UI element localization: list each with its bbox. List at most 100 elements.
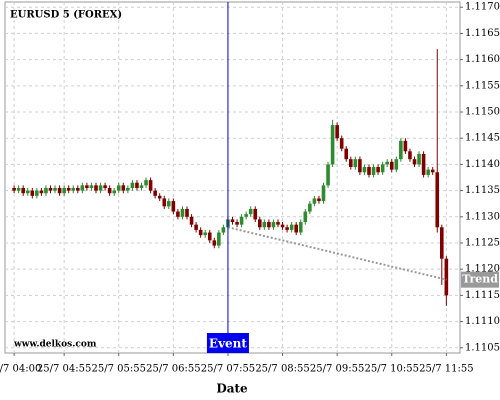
candle-body <box>16 187 21 191</box>
candle-body <box>417 153 421 165</box>
candle-body <box>303 211 308 223</box>
candle-body <box>144 180 148 186</box>
candle-body <box>326 164 330 186</box>
trend-label-box <box>461 271 499 288</box>
candle-body <box>48 187 53 191</box>
y-tick-label: 1.1155 <box>465 80 500 91</box>
candle-body <box>39 190 44 194</box>
candle-body <box>253 208 258 220</box>
candle-body <box>107 187 112 194</box>
candle-body <box>207 232 212 241</box>
candle-body <box>21 187 25 194</box>
x-tick-label: 25/7 05:55 <box>92 364 146 375</box>
candle-body <box>349 159 353 168</box>
candle-body <box>344 148 349 160</box>
candle-body <box>321 185 326 202</box>
y-tick-label: 1.1120 <box>465 264 500 275</box>
watermark: www.delkos.com <box>13 340 97 350</box>
y-tick-label: 1.1165 <box>465 28 500 39</box>
candle-body <box>212 240 217 246</box>
x-tick-label: 25/7 10:55 <box>365 364 419 375</box>
candle-body <box>44 187 48 194</box>
chart-title: EURUSD 5 (FOREX) <box>10 10 122 21</box>
event-label: Event <box>209 337 247 351</box>
candle-body <box>421 153 426 175</box>
candle-body <box>335 125 339 139</box>
candle-body <box>408 151 412 160</box>
y-tick-label: 1.1115 <box>465 290 500 301</box>
candle-body <box>35 190 39 196</box>
candle-body <box>376 167 380 173</box>
y-tick-label: 1.1145 <box>465 133 500 144</box>
candle-body <box>153 190 157 196</box>
candle-body <box>394 159 399 170</box>
candle-body <box>289 224 294 230</box>
candle-body <box>298 222 303 233</box>
candle-body <box>62 187 66 194</box>
grid <box>5 2 460 353</box>
candle-body <box>444 258 449 296</box>
candle-body <box>189 216 194 225</box>
y-tick-label: 1.1105 <box>465 342 500 353</box>
candle-body <box>198 229 203 236</box>
candle-body <box>194 224 198 230</box>
trend-label: Trend <box>462 273 498 286</box>
candle-body <box>267 222 271 228</box>
candle-body <box>308 203 312 212</box>
candle-body <box>30 190 35 196</box>
candle-body <box>76 187 80 191</box>
candle-body <box>380 164 385 173</box>
y-tick-label: 1.1110 <box>465 316 500 327</box>
candles <box>12 49 449 306</box>
y-tick-label: 1.1140 <box>465 159 500 170</box>
candle-body <box>317 198 321 202</box>
trend-line <box>227 226 447 281</box>
candle-body <box>103 185 107 188</box>
candle-body <box>239 216 244 225</box>
candle-body <box>53 187 57 191</box>
x-tick-label: 25/7 09:55 <box>310 364 364 375</box>
candle-body <box>66 187 71 191</box>
candle-body <box>185 208 189 217</box>
candle-body <box>271 222 276 228</box>
candle-body <box>180 208 185 217</box>
candle-body <box>176 211 180 217</box>
candle-body <box>25 190 30 194</box>
candle-body <box>412 159 417 165</box>
x-tick-label: 25/7 07:55 <box>201 364 255 375</box>
candle-body <box>358 159 362 173</box>
candle-body <box>403 140 408 152</box>
candle-body <box>139 185 144 188</box>
candle-body <box>294 224 298 233</box>
candle-body <box>217 232 221 246</box>
candle-body <box>244 214 248 217</box>
y-tick-label: 1.1130 <box>465 211 500 222</box>
candle-body <box>71 187 76 191</box>
candle-body <box>285 227 289 230</box>
candle-body <box>262 222 267 228</box>
y-tick-label: 1.1125 <box>465 237 500 248</box>
plot-area <box>4 1 461 354</box>
candle-body <box>389 161 394 170</box>
candle-body <box>116 185 121 191</box>
candle-body <box>385 161 389 165</box>
candle-body <box>330 125 335 165</box>
candle-body <box>167 201 171 207</box>
candle-body <box>353 159 358 168</box>
candle-body <box>399 140 403 160</box>
candle-body <box>276 222 280 225</box>
candle-body <box>435 172 440 228</box>
x-axis-title: Date <box>216 382 248 396</box>
y-tick-label: 1.1170 <box>465 2 500 13</box>
x-tick-label: 25/7 04:00 <box>0 364 41 375</box>
candle-body <box>171 201 176 212</box>
x-tick-label: 25/7 04:55 <box>37 364 91 375</box>
candle-body <box>121 185 126 191</box>
candle-body <box>89 185 94 188</box>
x-tick-label: 25/7 11:55 <box>419 364 473 375</box>
candle-body <box>426 169 430 175</box>
candle-body <box>148 180 153 191</box>
candle-body <box>367 167 371 175</box>
